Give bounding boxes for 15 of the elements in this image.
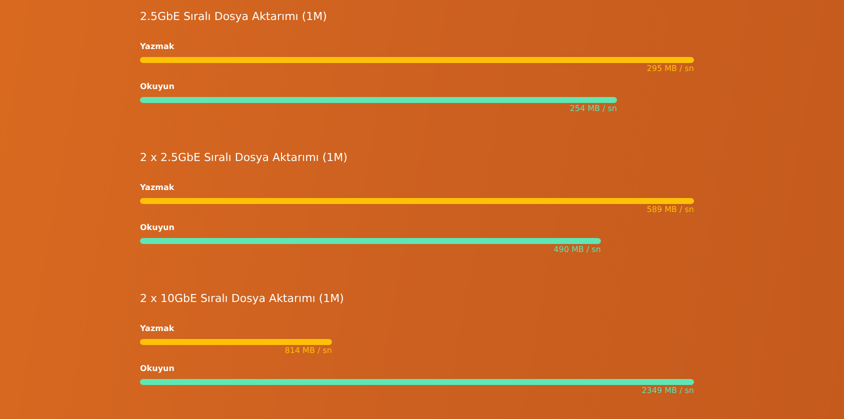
chart-title: 2 x 10GbE Sıralı Dosya Aktarımı (1M) xyxy=(140,292,344,305)
chart-title: 2.5GbE Sıralı Dosya Aktarımı (1M) xyxy=(140,10,327,23)
y-tick-label: Yazmak xyxy=(139,324,175,333)
y-tick-label: Okuyun xyxy=(140,364,175,373)
y-tick-label: Okuyun xyxy=(140,82,175,91)
data-label: 2349 MB / sn xyxy=(642,386,694,395)
data-label: 589 MB / sn xyxy=(646,205,694,214)
y-tick-label: Yazmak xyxy=(139,183,175,192)
chart-title: 2 x 2.5GbE Sıralı Dosya Aktarımı (1M) xyxy=(140,151,348,164)
data-label: 295 MB / sn xyxy=(646,64,694,73)
y-tick-label: Yazmak xyxy=(139,42,175,51)
data-label: 490 MB / sn xyxy=(554,245,601,254)
y-tick-label: Okuyun xyxy=(140,223,175,232)
data-label: 254 MB / sn xyxy=(570,104,618,113)
data-label: 814 MB / sn xyxy=(284,346,332,355)
